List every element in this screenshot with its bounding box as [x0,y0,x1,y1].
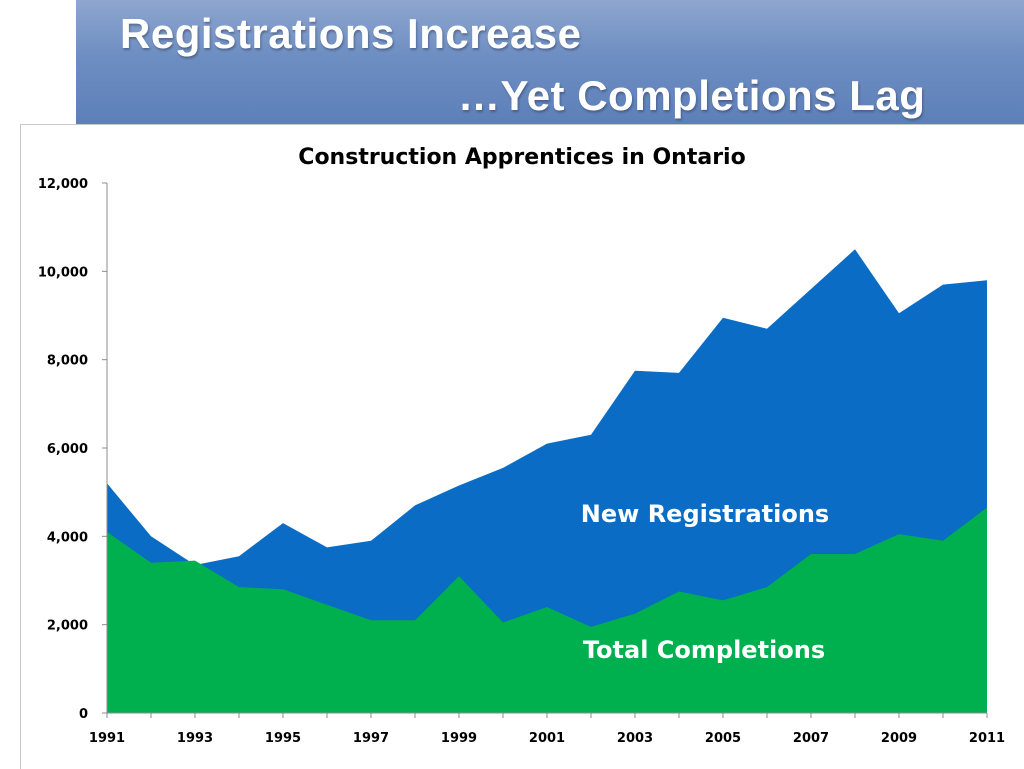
x-tick-label: 2009 [881,731,917,746]
y-tick-label: 10,000 [38,265,88,280]
y-tick-label: 0 [79,707,88,722]
x-tick-label: 2001 [529,731,565,746]
series-label-total-completions: Total Completions [583,636,825,664]
slide-title-line1: Registrations Increase [120,10,582,57]
chart-title: Construction Apprentices in Ontario [298,145,745,170]
x-tick-label: 2007 [793,731,829,746]
y-tick-label: 6,000 [47,442,88,457]
x-tick-label: 1999 [441,731,477,746]
x-tick-label: 1995 [265,731,301,746]
x-tick-label: 1993 [177,731,213,746]
x-tick-label: 2005 [705,731,741,746]
series-label-new-registrations: New Registrations [581,500,829,528]
x-tick-label: 1997 [353,731,389,746]
area-total-completions [107,507,987,713]
x-tick-label: 2011 [969,731,1005,746]
y-tick-label: 12,000 [38,177,88,192]
x-tick-label: 2003 [617,731,653,746]
y-tick-label: 4,000 [47,530,88,545]
x-tick-label: 1991 [89,731,125,746]
title-banner [76,0,1024,126]
slide-title-line2: …Yet Completions Lag [458,72,926,119]
y-tick-label: 8,000 [47,354,88,369]
y-tick-label: 2,000 [47,619,88,634]
